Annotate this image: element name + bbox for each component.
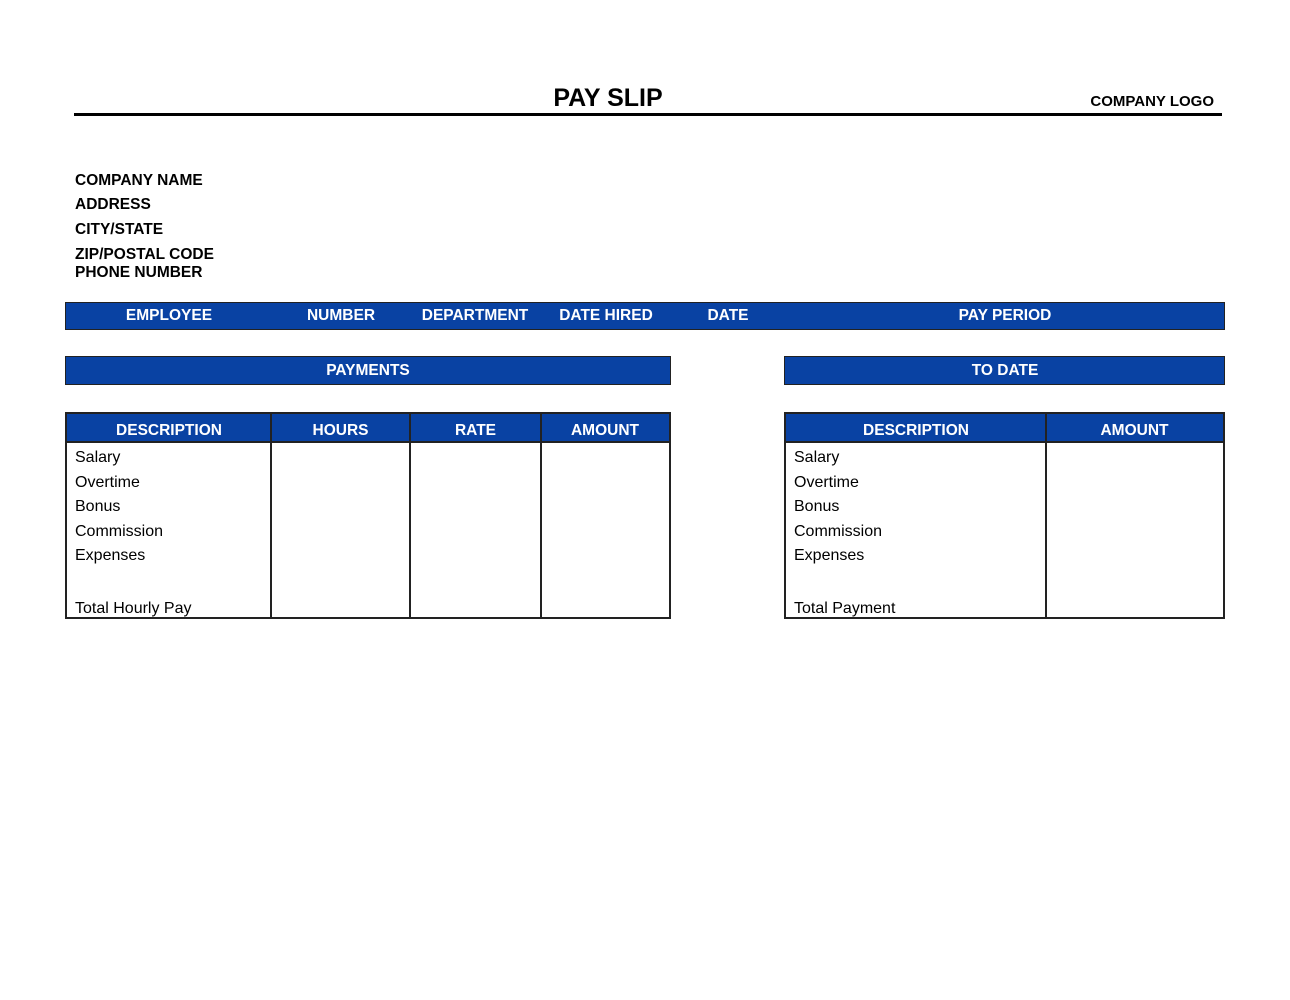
company-address: ADDRESS <box>75 196 151 213</box>
table-row: Commission <box>794 523 883 540</box>
employee-info-bar: EMPLOYEE NUMBER DEPARTMENT DATE HIRED DA… <box>65 302 1225 330</box>
to-date-title: TO DATE <box>971 361 1039 379</box>
payments-title: PAYMENTS <box>326 361 410 379</box>
total-row: Total Payment <box>794 600 896 617</box>
department-label: DEPARTMENT <box>421 307 529 324</box>
company-phone: PHONE NUMBER <box>75 264 203 281</box>
date-hired-label: DATE HIRED <box>559 307 653 324</box>
table-row: Expenses <box>794 547 865 564</box>
to-date-header-bar: TO DATE <box>784 356 1225 385</box>
company-zip: ZIP/POSTAL CODE <box>75 246 214 263</box>
to-date-table-header: DESCRIPTION AMOUNT <box>786 414 1223 443</box>
column-divider <box>1045 414 1047 617</box>
table-row: Expenses <box>75 547 146 564</box>
date-label: DATE <box>707 307 749 324</box>
payments-table-header: DESCRIPTION HOURS RATE AMOUNT <box>67 414 669 443</box>
table-row: Bonus <box>75 498 121 515</box>
company-logo: COMPANY LOGO <box>1090 93 1214 110</box>
column-divider <box>409 414 411 617</box>
col-amount: AMOUNT <box>1100 422 1169 439</box>
employee-label: EMPLOYEE <box>125 307 213 324</box>
company-name: COMPANY NAME <box>75 172 203 189</box>
col-amount: AMOUNT <box>570 422 640 439</box>
col-rate: RATE <box>454 422 497 439</box>
to-date-table: DESCRIPTION AMOUNT Salary Overtime Bonus… <box>784 412 1225 619</box>
table-row: Overtime <box>75 474 140 491</box>
header-divider <box>74 113 1222 116</box>
col-hours: HOURS <box>312 422 369 439</box>
table-row: Commission <box>75 523 164 540</box>
table-row: Salary <box>75 449 121 466</box>
company-city-state: CITY/STATE <box>75 221 164 238</box>
total-row: Total Hourly Pay <box>75 600 192 617</box>
page-title: PAY SLIP <box>553 84 663 112</box>
col-description: DESCRIPTION <box>116 422 222 439</box>
table-row: Bonus <box>794 498 840 515</box>
table-row: Salary <box>794 449 840 466</box>
table-row: Overtime <box>794 474 859 491</box>
payments-table: DESCRIPTION HOURS RATE AMOUNT Salary Ove… <box>65 412 671 619</box>
number-label: NUMBER <box>306 307 376 324</box>
pay-period-label: PAY PERIOD <box>958 307 1052 324</box>
payments-header-bar: PAYMENTS <box>65 356 671 385</box>
column-divider <box>540 414 542 617</box>
col-description: DESCRIPTION <box>863 422 969 439</box>
column-divider <box>270 414 272 617</box>
